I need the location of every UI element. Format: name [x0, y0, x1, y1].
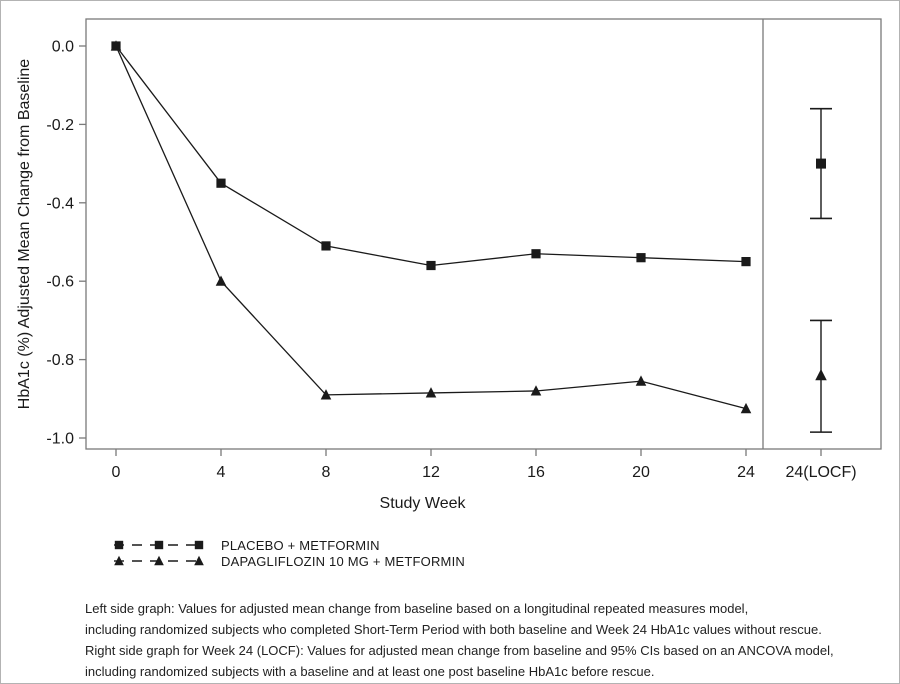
legend-item-dapagliflozin: DAPAGLIFLOZIN 10 MG + METFORMIN — [111, 553, 465, 569]
svg-text:-1.0: -1.0 — [46, 431, 74, 448]
svg-text:20: 20 — [632, 464, 650, 481]
triangle-marker-dashed-line-icon — [114, 555, 204, 566]
svg-text:16: 16 — [527, 464, 545, 481]
footnote-line-3: Right side graph for Week 24 (LOCF): Val… — [85, 643, 834, 658]
svg-text:24(LOCF): 24(LOCF) — [785, 464, 856, 481]
svg-text:-0.4: -0.4 — [46, 195, 74, 212]
legend-item-placebo: PLACEBO + METFORMIN — [111, 537, 465, 553]
svg-text:0: 0 — [112, 464, 121, 481]
footnote-line-1: Left side graph: Values for adjusted mea… — [85, 601, 749, 616]
footnote-line-4: including randomized subjects with a bas… — [85, 664, 655, 679]
svg-text:8: 8 — [322, 464, 331, 481]
svg-text:12: 12 — [422, 464, 440, 481]
square-marker-dashed-line-icon — [114, 540, 204, 550]
footnote-line-2: including randomized subjects who comple… — [85, 622, 822, 637]
legend-label-dapagliflozin: DAPAGLIFLOZIN 10 MG + METFORMIN — [221, 553, 465, 569]
svg-text:-0.6: -0.6 — [46, 274, 74, 291]
legend-label-placebo: PLACEBO + METFORMIN — [221, 537, 380, 553]
footnotes: Left side graph: Values for adjusted mea… — [85, 598, 875, 682]
svg-text:-0.2: -0.2 — [46, 117, 74, 134]
svg-text:0.0: 0.0 — [52, 39, 74, 56]
svg-text:24: 24 — [737, 464, 755, 481]
plot-area: 0.0 -0.2 -0.4 -0.6 -0.8 -1.0 0 4 8 12 16 20 24 24(LOC… — [46, 18, 882, 481]
legend: PLACEBO + METFORMIN DAPAGLIFLOZIN 10 MG … — [111, 537, 465, 569]
svg-text:4: 4 — [217, 464, 226, 481]
x-axis-title: Study Week — [379, 495, 466, 512]
svg-text:-0.8: -0.8 — [46, 352, 74, 369]
